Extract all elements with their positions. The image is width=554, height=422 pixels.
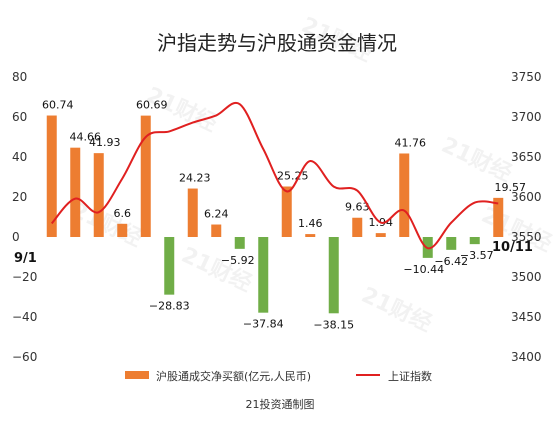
bar-series: [46, 115, 504, 314]
left-axis: 80 60 40 20 0 −20 −40 −60: [12, 70, 37, 364]
bar-3: [117, 223, 128, 237]
watermark-2: 21财经: [437, 132, 516, 187]
bar-11: [305, 234, 316, 237]
bar-label-6: 24.23: [179, 172, 211, 185]
bar-19: [493, 197, 504, 237]
right-tick-label: 3500: [511, 270, 542, 284]
bar-label-7: 6.24: [204, 208, 229, 221]
legend: 沪股通成交净买额(亿元,人民币) 上证指数: [125, 369, 432, 383]
x-start-label: 9/1: [14, 251, 37, 266]
source-note: 21投资通制图: [246, 397, 315, 411]
bar-label-0: 60.74: [42, 99, 74, 112]
left-tick-label: −60: [12, 350, 37, 364]
bar-9: [258, 237, 269, 313]
bar-label-16: −10.44: [403, 263, 444, 276]
bar-label-13: 9.63: [345, 201, 370, 214]
bar-label-9: −37.84: [243, 318, 284, 331]
chart-title: 沪指走势与沪股通资金情况: [157, 31, 397, 55]
right-tick-label: 3750: [511, 70, 542, 84]
left-tick-label: −20: [12, 270, 37, 284]
bar-18: [469, 237, 480, 245]
left-tick-label: −40: [12, 310, 37, 324]
bar-label-10: 25.25: [277, 170, 309, 183]
bar-10: [281, 186, 292, 237]
bar-label-2: 41.93: [89, 136, 121, 149]
line-series: [50, 101, 499, 250]
bar-label-17: −6.42: [434, 255, 468, 268]
legend-bar-swatch: [125, 371, 149, 379]
bar-2: [93, 153, 104, 237]
bar-4: [140, 115, 151, 237]
bar-15: [399, 153, 410, 237]
bar-label-1: 44.66: [70, 131, 102, 144]
right-tick-label: 3400: [511, 350, 542, 364]
bar-label-11: 1.46: [298, 217, 323, 230]
index-line: [50, 101, 499, 250]
bar-8: [234, 237, 245, 249]
x-end-label: 10/11: [492, 240, 533, 255]
bar-label-4: 60.69: [136, 99, 168, 112]
bar-label-15: 41.76: [395, 136, 427, 149]
left-tick-label: 0: [12, 230, 20, 244]
bar-7: [211, 224, 222, 237]
right-axis: 3750 3700 3650 3600 3550 3500 3450 3400: [511, 70, 542, 364]
right-tick-label: 3550: [511, 230, 542, 244]
left-tick-label: 20: [12, 190, 27, 204]
watermark-4: 21财经: [177, 242, 256, 297]
bar-6: [187, 188, 198, 237]
legend-bar-label: 沪股通成交净买额(亿元,人民币): [156, 369, 311, 383]
watermark-5: 21财经: [357, 282, 436, 337]
bar-label-5: −28.83: [149, 300, 190, 313]
left-tick-label: 60: [12, 110, 27, 124]
bar-label-12: −38.15: [313, 318, 354, 331]
bar-label-3: 6.6: [114, 207, 132, 220]
right-tick-label: 3450: [511, 310, 542, 324]
bar-0: [46, 115, 57, 237]
left-tick-label: 40: [12, 150, 27, 164]
right-tick-label: 3650: [511, 150, 542, 164]
bar-1: [70, 147, 81, 237]
bar-5: [164, 237, 175, 295]
bar-17: [446, 237, 457, 250]
right-tick-label: 3600: [511, 190, 542, 204]
bar-14: [375, 233, 386, 237]
bar-label-18: −3.57: [460, 249, 494, 262]
bar-12: [328, 237, 339, 314]
right-tick-label: 3700: [511, 110, 542, 124]
legend-line-label: 上证指数: [388, 369, 432, 383]
bar-label-19: 19.57: [495, 181, 527, 194]
left-tick-label: 80: [12, 70, 27, 84]
bar-label-8: −5.92: [221, 254, 255, 267]
bar-13: [352, 217, 363, 237]
